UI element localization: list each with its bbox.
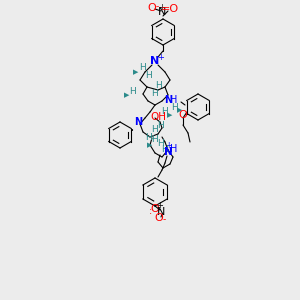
- Text: ▶: ▶: [177, 107, 183, 113]
- Text: N: N: [164, 147, 172, 157]
- Text: O: O: [151, 204, 159, 214]
- Text: N: N: [150, 56, 160, 66]
- Text: ▶: ▶: [124, 92, 130, 98]
- Text: H: H: [139, 64, 145, 73]
- Text: OH: OH: [150, 112, 166, 122]
- Text: +: +: [157, 200, 164, 209]
- Text: +: +: [158, 53, 164, 62]
- Text: H: H: [170, 95, 178, 105]
- Text: +: +: [165, 140, 171, 149]
- Text: ▶: ▶: [167, 112, 173, 118]
- Text: H: H: [145, 134, 152, 142]
- Text: H: H: [157, 121, 164, 130]
- Text: -: -: [155, 2, 159, 11]
- Text: O: O: [148, 3, 156, 13]
- Text: H: H: [162, 145, 168, 154]
- Text: H: H: [170, 144, 178, 154]
- Text: H: H: [157, 139, 164, 148]
- Text: N: N: [158, 7, 166, 17]
- Text: =O: =O: [161, 4, 179, 14]
- Text: H: H: [145, 70, 152, 80]
- Text: H: H: [162, 107, 168, 116]
- Text: +: +: [159, 2, 165, 11]
- Text: H: H: [130, 88, 136, 97]
- Text: :: :: [148, 206, 152, 216]
- Text: ▶: ▶: [147, 142, 153, 148]
- Text: H: H: [152, 88, 158, 98]
- Text: H: H: [154, 82, 161, 91]
- Text: ▶: ▶: [133, 69, 139, 75]
- Text: N: N: [157, 207, 165, 217]
- Text: H: H: [152, 125, 158, 134]
- Text: N: N: [164, 95, 172, 105]
- Text: O: O: [154, 213, 164, 223]
- Text: H: H: [152, 136, 158, 145]
- Text: N: N: [134, 117, 142, 127]
- Text: O: O: [178, 110, 188, 120]
- Text: -: -: [162, 215, 166, 224]
- Text: H: H: [172, 103, 178, 112]
